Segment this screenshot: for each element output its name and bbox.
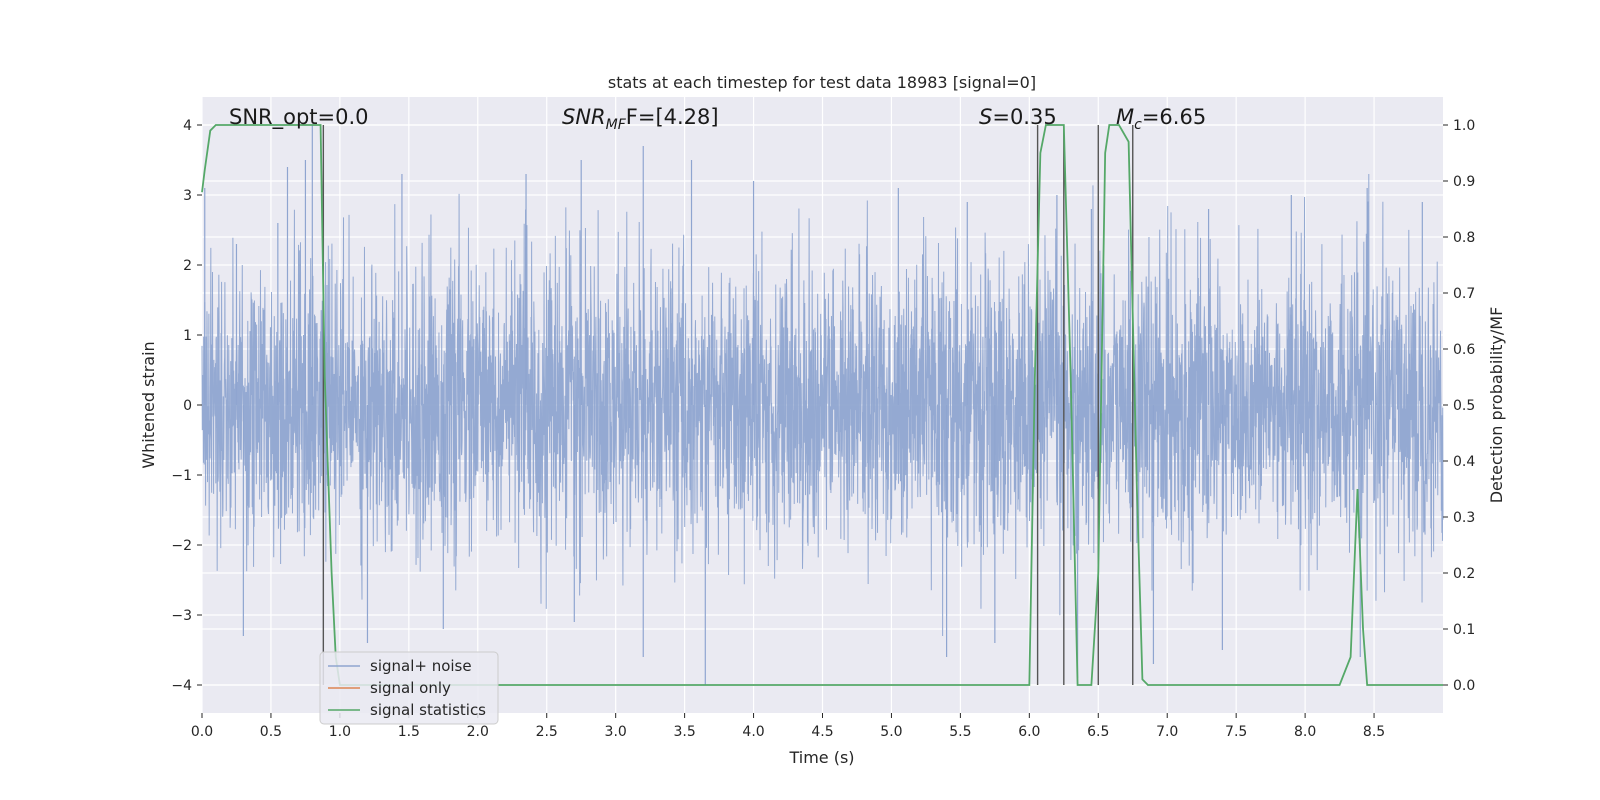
y-axis-right-ticks: 0.0 0.1 0.2 0.3 0.4 0.5 0.6 0.7 0.8 0.9 1.0 bbox=[1443, 118, 1475, 694]
x-tick-label: 5.5 bbox=[949, 724, 971, 740]
chart-title: stats at each timestep for test data 189… bbox=[608, 73, 1036, 92]
annotation-mc-rest: =6.65 bbox=[1142, 105, 1206, 129]
x-tick-label: 8.5 bbox=[1363, 724, 1385, 740]
legend-label-signal-statistics: signal statistics bbox=[370, 701, 486, 719]
x-tick-label: 0.0 bbox=[191, 724, 213, 740]
y-axis-right-label: Detection probability/MF bbox=[1487, 307, 1506, 504]
y-left-tick-label: 3 bbox=[183, 188, 192, 204]
legend: signal+ noise signal only signal statist… bbox=[319, 651, 499, 725]
annotation-snr-mf-sub: MF bbox=[606, 117, 627, 133]
y-right-tick-label: 0.9 bbox=[1453, 174, 1475, 190]
x-tick-label: 4.5 bbox=[811, 724, 833, 740]
x-axis-label: Time (s) bbox=[788, 748, 854, 767]
legend-label-signal-only: signal only bbox=[370, 679, 451, 697]
annotation-mc: Mc=6.65 bbox=[1116, 105, 1206, 133]
annotation-snr-mf-rest: F=[4.28] bbox=[626, 105, 719, 129]
x-tick-label: 2.0 bbox=[467, 724, 489, 740]
annotation-s: S=0.35 bbox=[979, 105, 1057, 129]
series-line-signal-statistics bbox=[201, 124, 1443, 686]
y-left-tick-label: −4 bbox=[171, 678, 192, 694]
y-left-tick-label: −1 bbox=[171, 468, 192, 484]
y-right-tick-label: 0.5 bbox=[1453, 398, 1475, 414]
y-right-tick-label: 0.0 bbox=[1453, 678, 1475, 694]
y-right-tick-label: 1.0 bbox=[1453, 118, 1475, 134]
y-right-tick-label: 0.2 bbox=[1453, 566, 1475, 582]
y-axis-left-ticks: −4 −3 −2 −1 0 1 2 3 4 bbox=[171, 118, 202, 694]
y-right-tick-label: 0.6 bbox=[1453, 342, 1475, 358]
y-left-tick-label: 0 bbox=[183, 398, 192, 414]
annotation-s-rest: =0.35 bbox=[992, 105, 1056, 129]
annotation-snr-mf: SNRMFF=[4.28] bbox=[562, 105, 719, 133]
annotation-mc-main: M bbox=[1116, 105, 1134, 129]
annotation-s-main: S bbox=[979, 105, 992, 129]
vertical-markers bbox=[322, 125, 1134, 685]
x-tick-label: 1.0 bbox=[329, 724, 351, 740]
series-signal-statistics bbox=[201, 124, 1443, 686]
x-tick-label: 3.0 bbox=[605, 724, 627, 740]
legend-frame bbox=[319, 651, 499, 725]
x-tick-label: 7.5 bbox=[1225, 724, 1247, 740]
x-tick-label: 8.0 bbox=[1294, 724, 1316, 740]
annotation-mc-sub: c bbox=[1134, 117, 1142, 133]
series-line-signal-noise bbox=[201, 173, 1444, 637]
x-tick-label: 1.5 bbox=[398, 724, 420, 740]
x-tick-label: 6.5 bbox=[1087, 724, 1109, 740]
y-right-tick-label: 0.3 bbox=[1453, 510, 1475, 526]
y-left-tick-label: 4 bbox=[183, 118, 192, 134]
x-tick-label: 5.0 bbox=[880, 724, 902, 740]
y-right-tick-label: 0.1 bbox=[1453, 622, 1475, 638]
x-tick-label: 2.5 bbox=[536, 724, 558, 740]
y-right-tick-label: 0.7 bbox=[1453, 286, 1475, 302]
annotation-snr-mf-main: SNR bbox=[562, 105, 606, 129]
annotation-snr-opt: SNR_opt=0.0 bbox=[229, 105, 369, 130]
series-signal-noise bbox=[201, 125, 1444, 685]
y-left-tick-label: 1 bbox=[183, 328, 192, 344]
legend-label-signal-noise: signal+ noise bbox=[370, 657, 472, 675]
x-tick-label: 7.0 bbox=[1156, 724, 1178, 740]
y-left-tick-label: 2 bbox=[183, 258, 192, 274]
y-left-tick-label: −3 bbox=[171, 608, 192, 624]
y-right-tick-label: 0.4 bbox=[1453, 454, 1475, 470]
y-left-tick-label: −2 bbox=[171, 538, 192, 554]
x-tick-label: 0.5 bbox=[260, 724, 282, 740]
x-tick-label: 6.0 bbox=[1018, 724, 1040, 740]
y-right-tick-label: 0.8 bbox=[1453, 230, 1475, 246]
x-axis-ticks: 0.0 0.5 1.0 1.5 2.0 2.5 3.0 3.5 4.0 4.5 5.0 5.5 6.0 6… bbox=[191, 713, 1385, 740]
x-tick-label: 3.5 bbox=[673, 724, 695, 740]
y-axis-left-label: Whitened strain bbox=[139, 341, 158, 468]
x-tick-label: 4.0 bbox=[742, 724, 764, 740]
